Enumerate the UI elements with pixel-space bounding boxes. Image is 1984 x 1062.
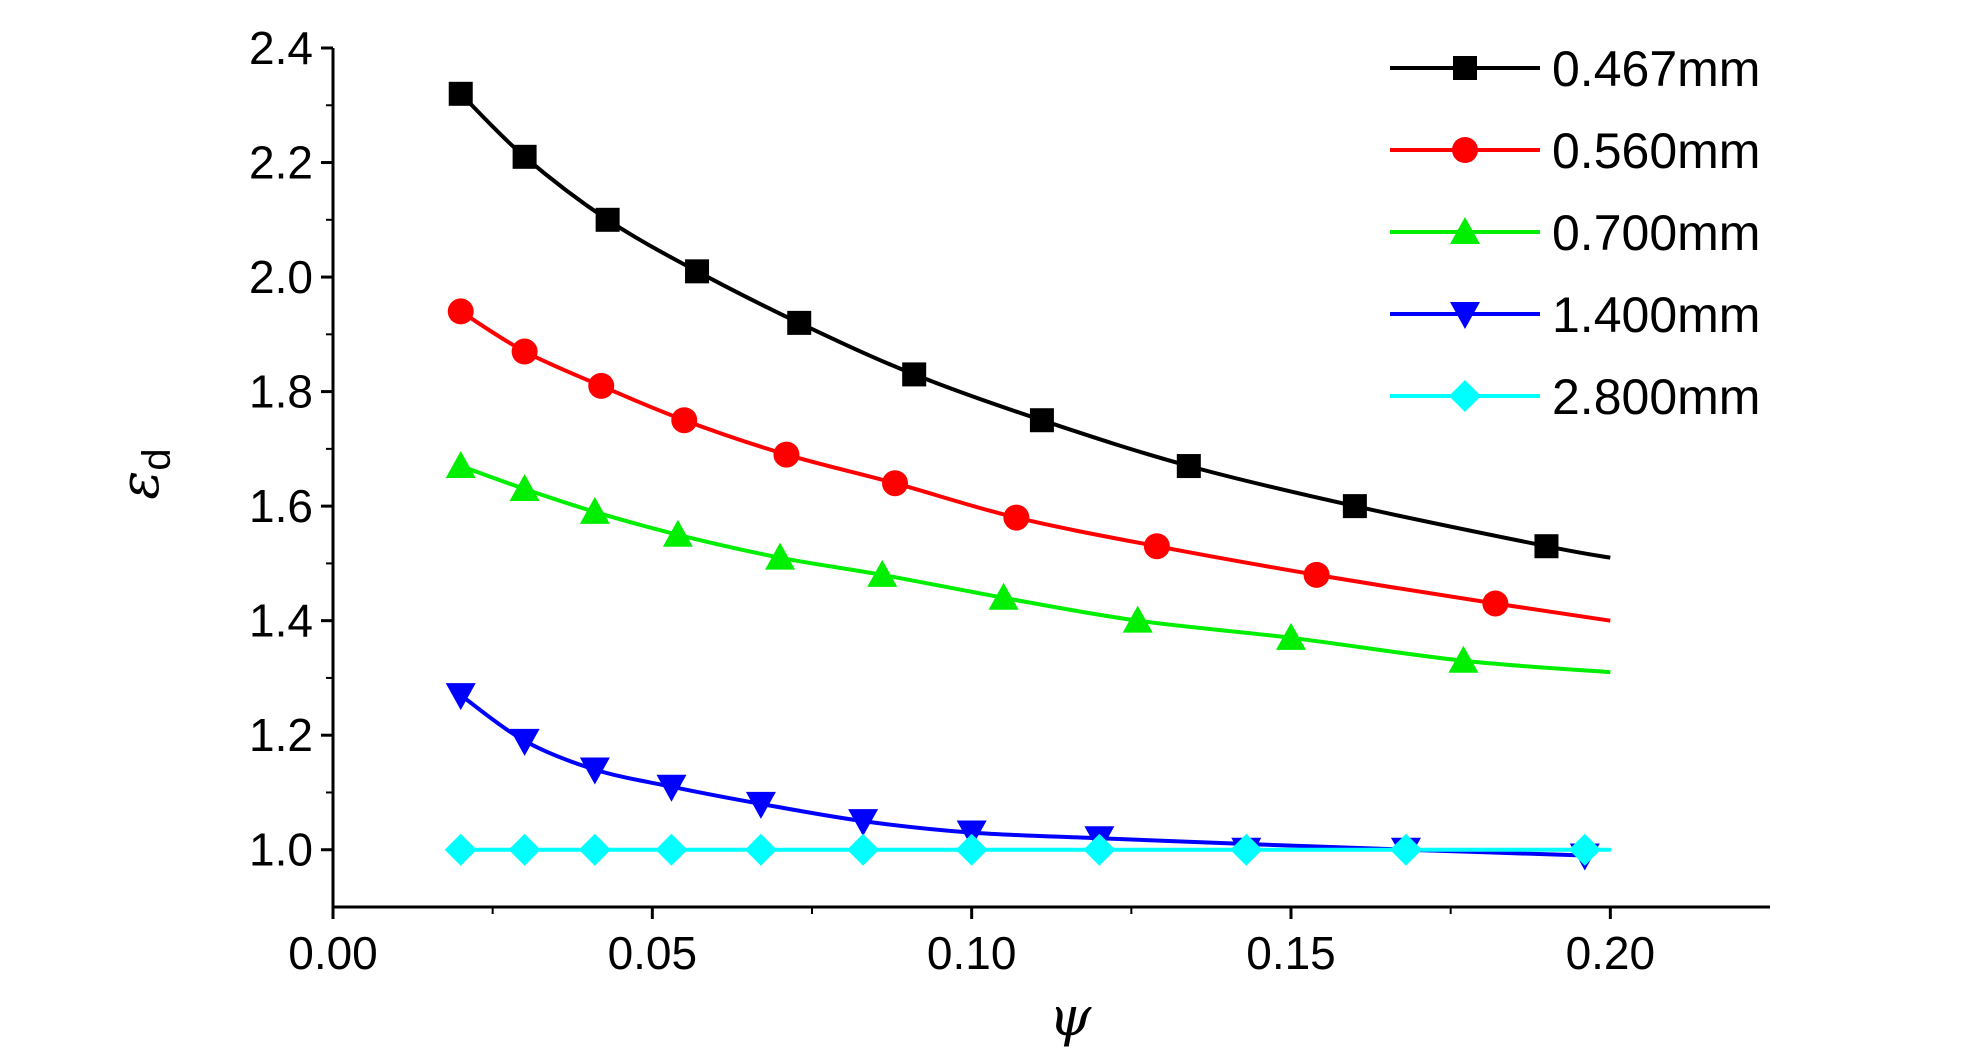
series-2-800mm-point bbox=[955, 833, 988, 866]
series-0-560mm-point bbox=[1003, 504, 1030, 531]
x-tick-label: 0.15 bbox=[1246, 927, 1336, 979]
y-tick-label: 1.6 bbox=[249, 480, 313, 532]
series-curves bbox=[459, 92, 1612, 858]
series-1-400mm-point bbox=[509, 728, 540, 756]
series-2-800mm-point bbox=[744, 833, 777, 866]
series-0-467mm-point bbox=[685, 259, 710, 284]
series-0-560mm-point bbox=[511, 338, 538, 365]
y-axis-title-subscript: d bbox=[135, 448, 179, 470]
x-tick-label: 0.20 bbox=[1566, 927, 1656, 979]
series-0-560mm-point bbox=[773, 441, 800, 468]
series-2-800mm-point bbox=[847, 833, 880, 866]
legend-label-series-1-400mm: 1.400mm bbox=[1552, 287, 1760, 343]
series-0-700mm-point bbox=[579, 496, 610, 524]
legend-marker-series-2-800mm bbox=[1449, 380, 1481, 412]
y-tick-label: 1.2 bbox=[249, 709, 313, 761]
series-markers bbox=[444, 81, 1601, 871]
legend-marker-series-0-560mm bbox=[1452, 137, 1478, 163]
series-0-467mm-point bbox=[1029, 408, 1054, 433]
series-0-560mm-point bbox=[1482, 590, 1509, 617]
legend: 0.467mm 0.560mm 0.700mm 1.400mm 2.800mm bbox=[1390, 41, 1760, 425]
x-tick-label: 0.05 bbox=[608, 927, 698, 979]
series-2-800mm-point bbox=[1083, 833, 1116, 866]
series-1-400mm-point bbox=[445, 683, 476, 711]
y-tick-label: 2.2 bbox=[249, 137, 313, 189]
y-axis-title: εd bbox=[108, 448, 179, 499]
y-axis-title-symbol: ε bbox=[108, 471, 171, 500]
legend-marker-series-0-700mm bbox=[1450, 217, 1480, 244]
series-0-700mm-point bbox=[988, 582, 1019, 610]
series-2-800mm-point bbox=[444, 833, 477, 866]
series-0-700mm-point bbox=[1122, 605, 1153, 633]
series-2-800mm-point bbox=[578, 833, 611, 866]
y-tick-label: 1.8 bbox=[249, 366, 313, 418]
series-1-400mm-point bbox=[656, 774, 687, 802]
series-0-700mm-point bbox=[1276, 622, 1306, 650]
legend-label-series-0-700mm: 0.700mm bbox=[1552, 205, 1760, 261]
legend-marker-series-0-467mm bbox=[1453, 56, 1477, 80]
series-0-467mm-point bbox=[787, 310, 812, 335]
series-0-467mm-point bbox=[902, 362, 927, 387]
series-1-400mm-point bbox=[848, 809, 879, 837]
series-0-700mm-point bbox=[509, 473, 540, 501]
series-0-700mm-point bbox=[662, 519, 693, 547]
series-0-560mm-point bbox=[447, 298, 474, 325]
series-0-700mm-line bbox=[460, 464, 1611, 675]
legend-label-series-0-467mm: 0.467mm bbox=[1552, 41, 1760, 97]
y-tick-label: 2.0 bbox=[249, 251, 313, 303]
series-2-800mm-point bbox=[1568, 833, 1601, 866]
series-2-800mm-point bbox=[1389, 833, 1422, 866]
series-2-800mm-point bbox=[1230, 833, 1263, 866]
series-0-467mm-point bbox=[595, 207, 620, 232]
legend-label-series-0-560mm: 0.560mm bbox=[1552, 123, 1760, 179]
y-tick-label: 1.4 bbox=[249, 595, 313, 647]
x-tick-label: 0.00 bbox=[288, 927, 378, 979]
legend-label-series-2-800mm: 2.800mm bbox=[1552, 369, 1760, 425]
series-0-467mm-point bbox=[1342, 494, 1367, 519]
series-0-467mm-point bbox=[1534, 534, 1559, 559]
y-tick-label: 2.4 bbox=[249, 22, 313, 74]
x-tick-label: 0.10 bbox=[927, 927, 1017, 979]
series-0-560mm-point bbox=[1143, 533, 1170, 560]
series-0-560mm-point bbox=[588, 372, 615, 399]
series-0-467mm-point bbox=[448, 81, 473, 106]
series-2-800mm-point bbox=[655, 833, 688, 866]
axes: 0.00 0.05 0.10 0.15 0.20 1.0 1.2 1.4 1.6 1.8 2.0 2.… bbox=[249, 22, 1770, 979]
series-0-700mm-point bbox=[765, 542, 796, 570]
series-1-400mm-point bbox=[745, 791, 776, 819]
series-0-700mm-point bbox=[867, 559, 898, 587]
series-2-800mm-point bbox=[508, 833, 541, 866]
series-0-560mm-point bbox=[882, 470, 909, 497]
svg-text:εd: εd bbox=[108, 448, 179, 499]
series-0-560mm-point bbox=[671, 407, 698, 434]
series-1-400mm-point bbox=[579, 757, 610, 785]
series-1-400mm-line bbox=[459, 693, 1585, 858]
series-0-467mm-point bbox=[1176, 454, 1201, 479]
series-0-560mm-line bbox=[459, 309, 1611, 623]
series-0-700mm-point bbox=[1448, 645, 1479, 673]
x-axis-title: ψ bbox=[1049, 985, 1092, 1048]
legend-marker-series-1-400mm bbox=[1450, 302, 1480, 329]
series-0-700mm-point bbox=[445, 451, 476, 479]
series-0-467mm-point bbox=[512, 144, 537, 169]
series-0-467mm-line bbox=[459, 92, 1611, 560]
y-tick-label: 1.0 bbox=[249, 824, 313, 876]
series-0-560mm-point bbox=[1303, 561, 1330, 588]
